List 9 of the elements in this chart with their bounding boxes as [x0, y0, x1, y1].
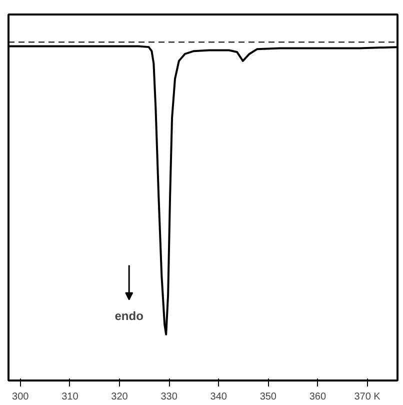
x-tick-label: 330 [160, 392, 178, 402]
x-tick-label: 360 [309, 392, 326, 402]
x-tick-label: 340 [210, 392, 228, 402]
x-tick-label: 300 [12, 392, 30, 402]
x-tick-label: 320 [111, 392, 128, 402]
x-tick-label: 370 K [354, 392, 381, 402]
x-tick-label: 310 [62, 392, 79, 402]
x-tick-label: 350 [260, 392, 277, 402]
annotation: endo [114, 308, 144, 323]
